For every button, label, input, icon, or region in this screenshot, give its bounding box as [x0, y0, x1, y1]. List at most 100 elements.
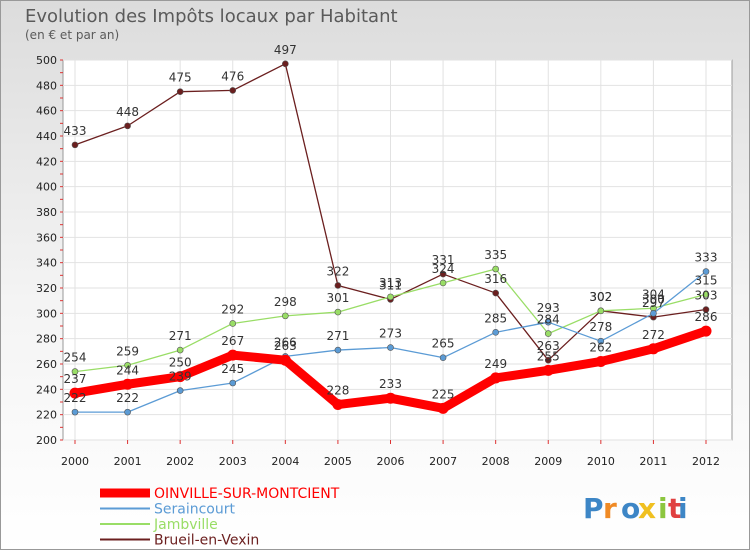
data-point — [124, 122, 131, 130]
data-label: 316 — [484, 272, 507, 286]
data-labels: 237 244 250 267 263 228 233 225 249 255 262 272 286 2… — [64, 43, 718, 405]
x-tick-label: 2002 — [166, 455, 194, 468]
data-label: 250 — [169, 356, 192, 370]
y-tick-label: 340 — [36, 257, 57, 270]
x-axis: 2000 2001 2002 2003 2004 2005 2006 2007 2008 2009… — [61, 440, 720, 468]
data-label: 263 — [274, 339, 297, 353]
data-label: 239 — [169, 370, 192, 384]
x-tick-label: 2010 — [587, 455, 615, 468]
logo-letter: t — [668, 492, 681, 525]
x-tick-label: 2001 — [114, 455, 142, 468]
data-label: 259 — [116, 344, 139, 358]
chart-subtitle: (en € et par an) — [25, 28, 119, 42]
legend-label: OINVILLE-SUR-MONTCIENT — [154, 486, 340, 502]
data-label: 266 — [274, 335, 297, 349]
data-label: 315 — [695, 273, 718, 287]
data-point — [334, 308, 342, 316]
data-label: 222 — [64, 391, 87, 405]
data-label: 267 — [221, 334, 244, 348]
data-point — [71, 141, 79, 149]
y-tick-label: 460 — [36, 105, 57, 118]
x-tick-label: 2004 — [271, 455, 299, 468]
data-label: 244 — [116, 363, 139, 377]
data-point — [227, 349, 239, 361]
x-tick-label: 2012 — [692, 455, 720, 468]
data-point — [229, 379, 237, 387]
data-label: 476 — [221, 69, 244, 83]
data-label: 271 — [326, 329, 349, 343]
data-label: 300 — [642, 292, 665, 306]
data-label: 298 — [274, 295, 297, 309]
data-point — [334, 282, 342, 289]
data-label: 265 — [432, 337, 455, 351]
data-label: 271 — [169, 329, 192, 343]
data-label: 249 — [484, 357, 507, 371]
data-point — [124, 361, 131, 369]
y-tick-label: 200 — [36, 434, 57, 447]
data-label: 255 — [537, 349, 560, 363]
data-point — [334, 346, 342, 354]
logo-letter: i — [678, 492, 688, 525]
data-point — [490, 372, 502, 384]
y-axis: 200 220 240 260 280 300 320 340 360 380 400 420 440 4… — [36, 54, 63, 447]
data-label: 292 — [221, 302, 244, 316]
y-tick-label: 260 — [36, 358, 57, 371]
y-tick-label: 280 — [36, 333, 57, 346]
data-point — [174, 371, 186, 383]
y-tick-label: 440 — [36, 130, 57, 143]
series-points — [69, 60, 712, 416]
grid — [63, 59, 732, 441]
data-label: 475 — [169, 71, 192, 85]
y-tick-label: 300 — [36, 307, 57, 320]
data-label: 302 — [589, 290, 612, 304]
logo-letter: r — [603, 492, 617, 525]
data-label: 322 — [326, 264, 349, 278]
data-label: 335 — [484, 248, 507, 262]
data-point — [702, 291, 710, 298]
data-point — [387, 344, 394, 351]
y-tick-label: 360 — [36, 231, 57, 244]
data-label: 245 — [221, 362, 244, 376]
data-label: 433 — [64, 124, 87, 138]
data-point — [332, 399, 344, 411]
data-point — [544, 330, 552, 337]
data-label: 278 — [589, 320, 612, 334]
data-point — [229, 320, 237, 327]
data-label: 301 — [326, 291, 349, 305]
data-label: 286 — [695, 310, 718, 324]
data-label: 285 — [484, 311, 507, 325]
data-point — [492, 329, 499, 336]
data-label: 225 — [432, 387, 455, 401]
data-point — [176, 346, 184, 354]
x-tick-label: 2008 — [482, 455, 510, 468]
data-label: 254 — [64, 351, 87, 365]
y-tick-label: 420 — [36, 155, 57, 168]
data-point — [279, 354, 291, 366]
data-point — [544, 318, 552, 326]
data-point — [282, 60, 289, 68]
data-point — [544, 356, 552, 364]
data-point — [439, 279, 447, 287]
data-label: 228 — [326, 384, 349, 398]
data-point — [702, 306, 710, 313]
legend-label: Seraincourt — [154, 502, 235, 518]
data-point — [385, 392, 396, 404]
y-tick-label: 320 — [36, 282, 57, 295]
data-label: 303 — [695, 289, 718, 303]
data-label: 313 — [379, 276, 402, 290]
x-tick-label: 2009 — [534, 455, 562, 468]
data-label: 284 — [537, 313, 560, 327]
y-tick-label: 480 — [36, 79, 57, 92]
data-point — [647, 343, 659, 355]
data-label: 311 — [379, 278, 402, 292]
data-point — [597, 337, 605, 345]
data-point — [542, 364, 554, 376]
y-tick-label: 240 — [36, 383, 57, 396]
data-point — [597, 307, 605, 315]
data-label: 237 — [64, 372, 87, 386]
data-label: 262 — [589, 340, 612, 354]
data-point — [492, 289, 499, 297]
data-point — [700, 325, 712, 337]
logo-letter: P — [583, 492, 604, 525]
data-point — [492, 265, 499, 273]
